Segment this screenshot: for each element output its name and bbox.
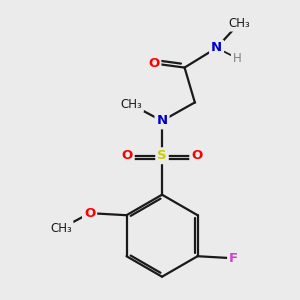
Text: F: F (229, 252, 238, 265)
Text: H: H (233, 52, 242, 64)
Text: O: O (84, 207, 95, 220)
Text: CH₃: CH₃ (50, 222, 72, 235)
Text: N: N (157, 114, 168, 128)
Text: O: O (148, 57, 159, 70)
Text: N: N (211, 41, 222, 54)
Text: CH₃: CH₃ (228, 17, 250, 30)
Text: S: S (157, 149, 167, 162)
Text: O: O (122, 149, 133, 162)
Text: CH₃: CH₃ (120, 98, 142, 111)
Text: O: O (191, 149, 202, 162)
